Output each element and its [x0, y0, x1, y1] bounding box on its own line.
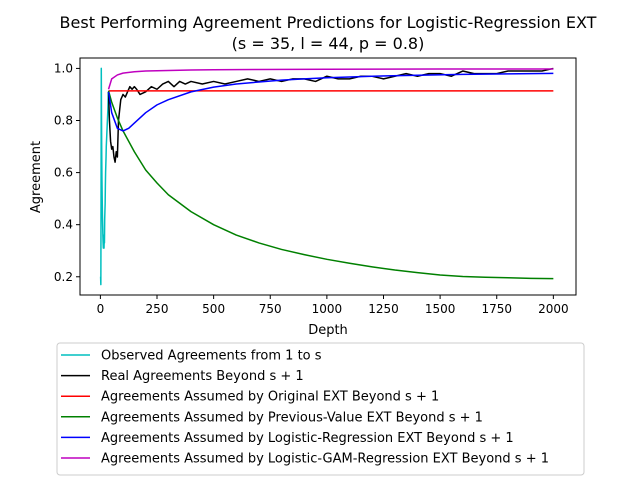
- legend-box: [56, 342, 585, 476]
- axes-layer: 0 250 500 750 1000 1250 1500 1750 2000 0.2 0.4 0.6 0…: [54, 57, 577, 316]
- x-tick-label: 0: [97, 302, 105, 316]
- series-line-5: [107, 72, 554, 132]
- series-layer: [99, 67, 554, 286]
- legend: Observed Agreements from 1 to s Real Agre…: [56, 342, 585, 476]
- legend-label-2: Real Agreements Beyond s + 1: [101, 369, 304, 384]
- x-tick-label: 2000: [538, 302, 569, 316]
- series-line-1: [99, 67, 110, 286]
- y-tick-label: 0.4: [54, 218, 73, 232]
- x-tick-label: 750: [259, 302, 282, 316]
- x-axis-label: Depth: [308, 323, 348, 338]
- series-line-4: [107, 90, 554, 280]
- legend-label-4: Agreements Assumed by Previous-Value EXT…: [101, 410, 483, 425]
- legend-label-5: Agreements Assumed by Logistic-Regressio…: [101, 431, 514, 446]
- legend-label-1: Observed Agreements from 1 to s: [101, 349, 322, 364]
- series-line-2: [107, 67, 554, 163]
- x-tick-label: 1250: [368, 302, 399, 316]
- x-tick-label: 1500: [425, 302, 456, 316]
- x-tick-label: 1750: [481, 302, 512, 316]
- legend-label-6: Agreements Assumed by Logistic-GAM-Regre…: [101, 452, 549, 467]
- chart-title: Best Performing Agreement Predictions fo…: [60, 13, 597, 32]
- chart-subtitle: (s = 35, l = 44, p = 0.8): [232, 34, 425, 53]
- x-tick-label: 250: [146, 302, 169, 316]
- series-line-6: [107, 68, 554, 90]
- x-tick-label: 1000: [312, 302, 343, 316]
- y-axis-label: Agreement: [29, 141, 44, 213]
- legend-label-3: Agreements Assumed by Original EXT Beyon…: [101, 390, 439, 405]
- y-tick-label: 0.2: [54, 270, 73, 284]
- x-tick-label: 500: [202, 302, 225, 316]
- plot-frame: [79, 57, 577, 296]
- y-tick-label: 1.0: [54, 61, 73, 75]
- y-tick-label: 0.8: [54, 114, 73, 128]
- y-tick-label: 0.6: [54, 166, 73, 180]
